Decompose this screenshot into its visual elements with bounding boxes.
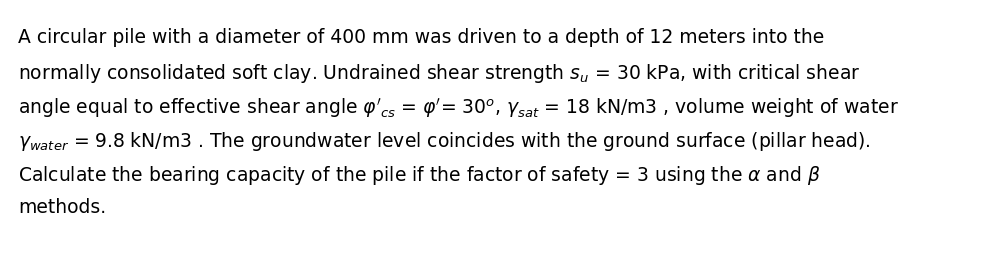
Text: Calculate the bearing capacity of the pile if the factor of safety = 3 using the: Calculate the bearing capacity of the pi… — [18, 164, 821, 187]
Text: methods.: methods. — [18, 198, 106, 217]
Text: normally consolidated soft clay. Undrained shear strength $s_u$ = 30 kPa, with c: normally consolidated soft clay. Undrain… — [18, 62, 861, 85]
Text: angle equal to effective shear angle $\varphi'_{cs}$ = $\varphi'$= 30$^{o}$, $\g: angle equal to effective shear angle $\v… — [18, 96, 899, 120]
Text: A circular pile with a diameter of 400 mm was driven to a depth of 12 meters int: A circular pile with a diameter of 400 m… — [18, 28, 824, 47]
Text: $\gamma_{water}$ = 9.8 kN/m3 . The groundwater level coincides with the ground s: $\gamma_{water}$ = 9.8 kN/m3 . The groun… — [18, 130, 870, 153]
